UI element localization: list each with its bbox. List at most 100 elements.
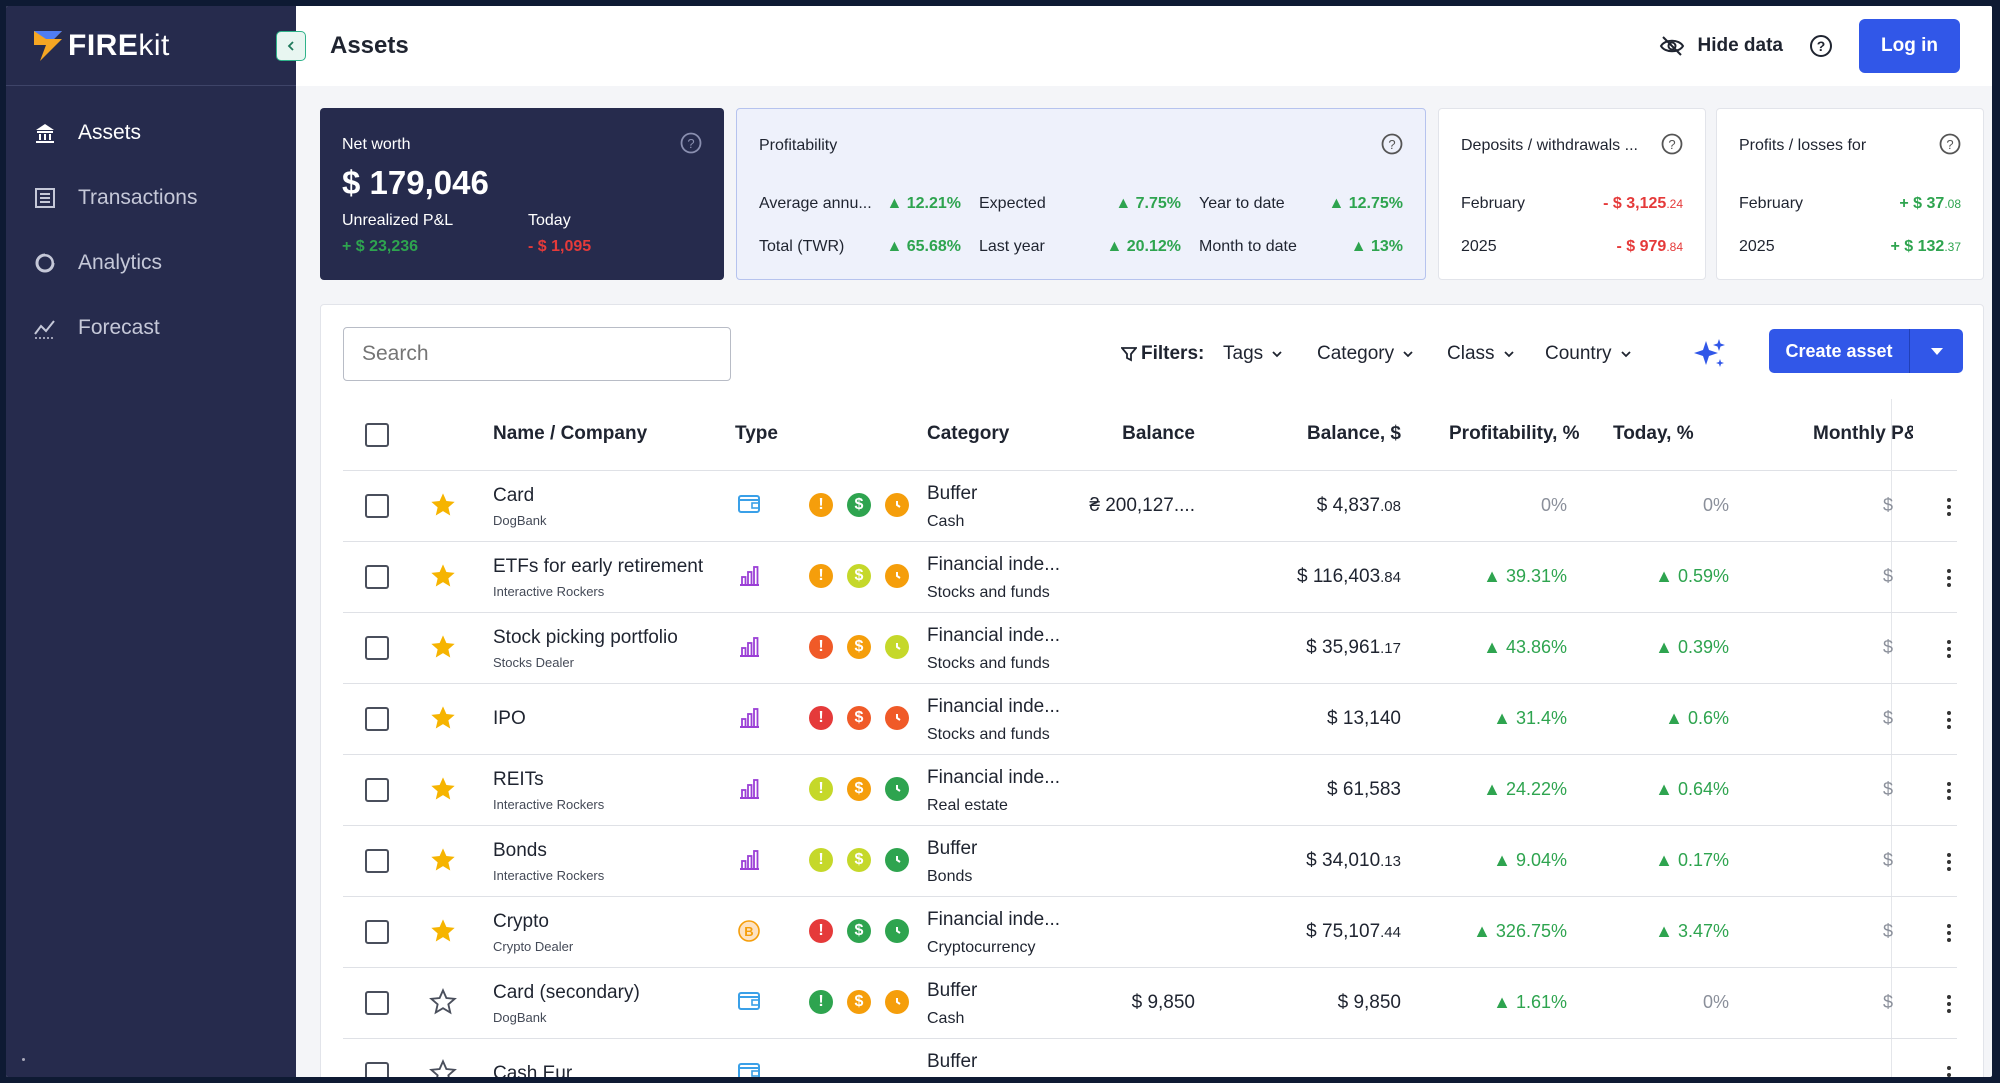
star-outline-icon[interactable] xyxy=(429,1059,457,1077)
row-checkbox[interactable] xyxy=(365,494,389,518)
collapse-sidebar-button[interactable] xyxy=(276,31,306,61)
star-filled-icon[interactable] xyxy=(429,562,457,595)
sidebar-item-transactions[interactable]: Transactions xyxy=(6,165,296,230)
alert-flag-icon: ! xyxy=(809,564,833,588)
last-year-value: ▲ 20.12% xyxy=(1106,238,1181,255)
row-checkbox[interactable] xyxy=(365,707,389,731)
table-row[interactable]: Stock picking portfolio Stocks Dealer! $ Fi… xyxy=(343,613,1957,684)
dollar-flag-icon: $ xyxy=(847,493,871,517)
filter-country-dropdown[interactable]: Country xyxy=(1545,327,1632,381)
login-button[interactable]: Log in xyxy=(1859,19,1960,73)
table-row[interactable]: REITs Interactive Rockers! $ Financial inde… xyxy=(343,755,1957,826)
asset-balance-usd: $ 34,010.13 xyxy=(1306,850,1401,871)
asset-category: Financial inde... xyxy=(927,767,1061,788)
more-vertical-icon[interactable] xyxy=(1939,992,1959,1016)
row-checkbox[interactable] xyxy=(365,920,389,944)
table-row[interactable]: Crypto Crypto Dealer B! $ Financial inde... C… xyxy=(343,897,1957,968)
more-vertical-icon[interactable] xyxy=(1939,921,1959,945)
brand-logo[interactable]: FIREkit xyxy=(6,6,296,86)
header-monthly[interactable]: Monthly P& xyxy=(1813,423,1913,444)
create-asset-button[interactable]: Create asset xyxy=(1769,329,1963,373)
asset-subcategory: Real estate xyxy=(927,797,1008,814)
asset-balance-usd: $ 75,107.44 xyxy=(1306,921,1401,942)
more-vertical-icon[interactable] xyxy=(1939,637,1959,661)
asset-category: Buffer xyxy=(927,1051,978,1072)
deposits-year-value: - $ 979.84 xyxy=(1616,238,1684,255)
hide-data-button[interactable]: Hide data xyxy=(1659,35,1783,57)
select-all-checkbox[interactable] xyxy=(365,423,389,447)
sidebar-dot xyxy=(22,1058,25,1061)
ai-sparkle-icon[interactable] xyxy=(1693,337,1727,371)
more-vertical-icon[interactable] xyxy=(1939,779,1959,803)
more-vertical-icon[interactable] xyxy=(1939,1063,1959,1077)
help-icon[interactable]: ? xyxy=(1939,133,1961,155)
asset-name[interactable]: Stock picking portfolio xyxy=(493,627,678,648)
sidebar-item-assets[interactable]: Assets xyxy=(6,100,296,165)
header-balance[interactable]: Balance xyxy=(1122,423,1195,444)
clock-flag-icon xyxy=(885,493,909,517)
sidebar-item-forecast[interactable]: Forecast xyxy=(6,295,296,360)
twr-value: ▲ 65.68% xyxy=(886,238,961,255)
asset-name[interactable]: REITs xyxy=(493,769,544,790)
header-name[interactable]: Name / Company xyxy=(493,423,648,444)
table-row[interactable]: Cash Eur Buffer xyxy=(343,1039,1957,1077)
star-filled-icon[interactable] xyxy=(429,633,457,666)
asset-name[interactable]: ETFs for early retirement xyxy=(493,556,704,577)
star-filled-icon[interactable] xyxy=(429,775,457,808)
row-checkbox[interactable] xyxy=(365,778,389,802)
svg-text:?: ? xyxy=(1817,38,1826,54)
filter-class-dropdown[interactable]: Class xyxy=(1447,327,1515,381)
clock-flag-icon xyxy=(885,706,909,730)
row-checkbox[interactable] xyxy=(365,1062,389,1077)
help-icon[interactable]: ? xyxy=(1381,133,1403,155)
profitability-title: Profitability xyxy=(759,137,838,154)
asset-today: ▲ 0.64% xyxy=(1655,779,1729,799)
more-vertical-icon[interactable] xyxy=(1939,495,1959,519)
asset-name[interactable]: Bonds xyxy=(493,840,547,861)
table-row[interactable]: ETFs for early retirement Interactive Roc… xyxy=(343,542,1957,613)
header-today[interactable]: Today, % xyxy=(1613,423,1694,444)
search-input[interactable] xyxy=(343,327,731,381)
table-row[interactable]: Card DogBank! $ Buffer Cash ₴ 200,127.... $ 4,… xyxy=(343,471,1957,542)
row-checkbox[interactable] xyxy=(365,565,389,589)
asset-balance-usd: $ 13,140 xyxy=(1327,708,1401,729)
filter-tags-dropdown[interactable]: Tags xyxy=(1223,327,1283,381)
sidebar-item-analytics[interactable]: Analytics xyxy=(6,230,296,295)
bar-chart-icon xyxy=(737,635,761,664)
asset-name[interactable]: Crypto xyxy=(493,911,549,932)
asset-name[interactable]: Card xyxy=(493,485,535,506)
asset-name[interactable]: IPO xyxy=(493,708,526,729)
star-filled-icon[interactable] xyxy=(429,704,457,737)
create-asset-dropdown[interactable] xyxy=(1909,329,1963,373)
more-vertical-icon[interactable] xyxy=(1939,566,1959,590)
star-outline-icon[interactable] xyxy=(429,988,457,1021)
header-balance-usd[interactable]: Balance, $ xyxy=(1307,423,1401,444)
help-icon[interactable]: ? xyxy=(1661,133,1683,155)
table-row[interactable]: Bonds Interactive Rockers! $ Buffer Bonds $ 3… xyxy=(343,826,1957,897)
donut-chart-icon xyxy=(32,250,58,276)
help-icon[interactable]: ? xyxy=(1809,34,1833,58)
row-checkbox[interactable] xyxy=(365,849,389,873)
header-profitability[interactable]: Profitability, % xyxy=(1449,423,1580,444)
header-type[interactable]: Type xyxy=(735,423,778,444)
star-filled-icon[interactable] xyxy=(429,917,457,950)
more-vertical-icon[interactable] xyxy=(1939,708,1959,732)
table-row[interactable]: IPO! $ Financial inde... Stocks and funds $ … xyxy=(343,684,1957,755)
asset-name[interactable]: Cash Eur xyxy=(493,1063,573,1077)
asset-balance-usd: $ 116,403.84 xyxy=(1297,566,1401,587)
star-filled-icon[interactable] xyxy=(429,491,457,524)
help-icon[interactable]: ? xyxy=(680,132,702,154)
row-checkbox[interactable] xyxy=(365,636,389,660)
asset-balance-usd: $ 9,850 xyxy=(1337,992,1401,1013)
asset-name[interactable]: Card (secondary) xyxy=(493,982,640,1003)
star-filled-icon[interactable] xyxy=(429,846,457,879)
asset-company: Stocks Dealer xyxy=(493,655,574,670)
header-category[interactable]: Category xyxy=(927,423,1010,444)
asset-company: Interactive Rockers xyxy=(493,584,605,599)
asset-category: Buffer xyxy=(927,980,978,1001)
row-checkbox[interactable] xyxy=(365,991,389,1015)
wallet-icon xyxy=(737,493,761,520)
table-row[interactable]: Card (secondary) DogBank! $ Buffer Cash $ 9,8… xyxy=(343,968,1957,1039)
more-vertical-icon[interactable] xyxy=(1939,850,1959,874)
filter-category-dropdown[interactable]: Category xyxy=(1317,327,1414,381)
